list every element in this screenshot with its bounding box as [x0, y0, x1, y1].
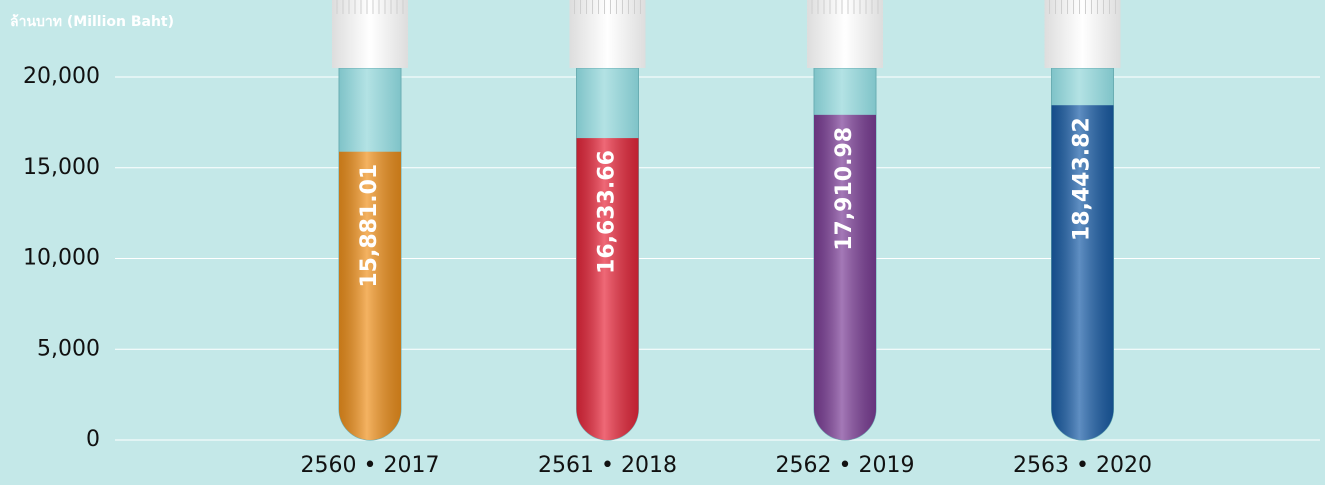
y-tick-label: 20,000	[23, 64, 100, 89]
tube-cap	[569, 0, 646, 68]
y-tick-label: 10,000	[23, 246, 100, 271]
tube-cap	[332, 0, 408, 68]
y-tick-label: 15,000	[23, 155, 100, 180]
y-axis-title: ล้านบาท (Million Baht)	[10, 14, 174, 30]
x-tick-label: 2563 • 2020	[1013, 453, 1152, 478]
y-tick-label: 5,000	[37, 336, 100, 361]
cap-body	[807, 0, 883, 68]
value-label: 15,881.01	[357, 164, 382, 288]
tube-shine	[339, 151, 401, 440]
tube-shine	[576, 138, 639, 441]
tube-shine	[814, 114, 876, 440]
x-tick-label: 2562 • 2019	[776, 453, 915, 478]
value-label: 18,443.82	[1070, 117, 1095, 241]
x-tick-label: 2560 • 2017	[301, 453, 440, 478]
y-tick-label: 0	[86, 427, 100, 452]
cap-body	[332, 0, 408, 68]
value-label: 17,910.98	[832, 127, 857, 251]
tube-shine	[1051, 105, 1114, 441]
tube-cap	[807, 0, 883, 68]
tube-cap	[1044, 0, 1121, 68]
x-tick-label: 2561 • 2018	[538, 453, 677, 478]
cap-body	[1044, 0, 1121, 68]
value-label: 16,633.66	[595, 150, 620, 274]
cap-body	[569, 0, 646, 68]
